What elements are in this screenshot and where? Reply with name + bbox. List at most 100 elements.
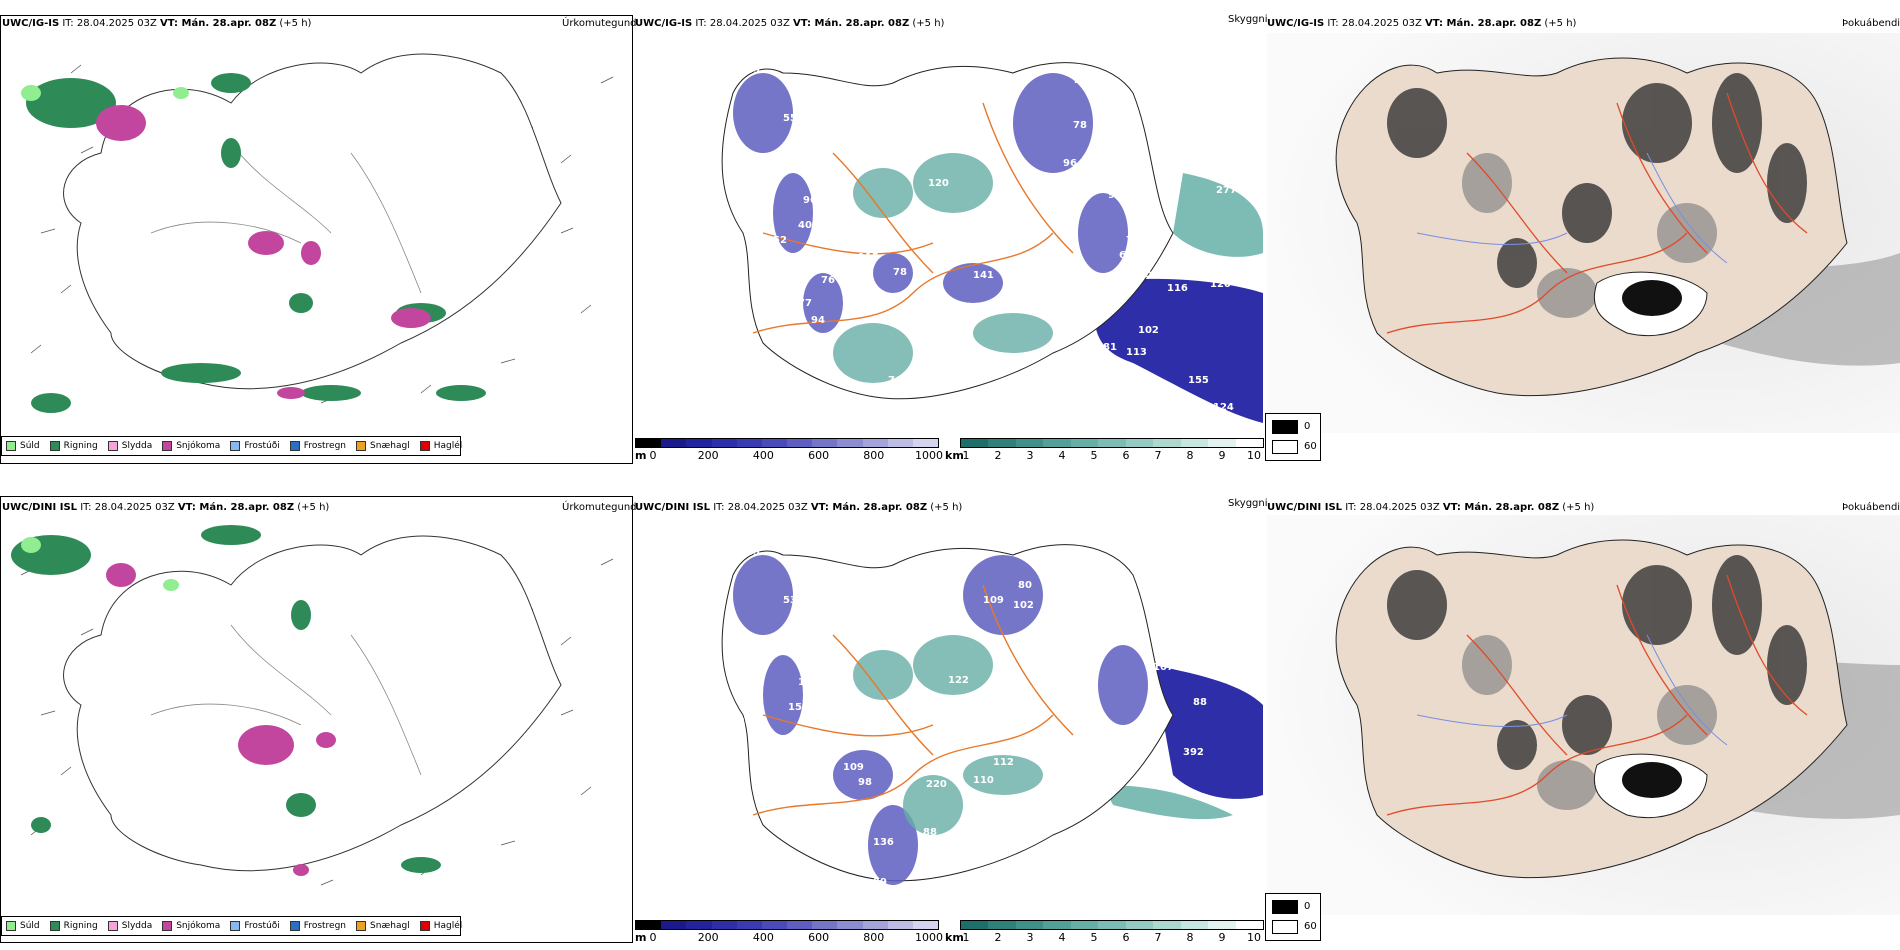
cloud-base-label: 76 bbox=[821, 275, 835, 286]
legend-item-snaehagl: Snæhagl bbox=[356, 441, 410, 451]
colorbar-swatch bbox=[686, 921, 712, 929]
colorbar-swatch bbox=[1153, 921, 1181, 929]
cloud-base-label: 81 bbox=[1103, 342, 1117, 353]
row2-header: UWC/DINI ISL IT: 28.04.2025 03Z VT: Mán.… bbox=[2, 502, 330, 513]
legend-item-rigning: Rigning bbox=[49, 921, 98, 931]
row2-cloud-map: 85 53 54 160 15 68 253 97 109 98 57 220 136 99 88 122 10… bbox=[721, 544, 1263, 888]
legend-item-slydda: Slydda bbox=[107, 441, 152, 451]
colorbar-tick: 600 bbox=[808, 449, 830, 462]
colorbar-tick: 4 bbox=[1058, 449, 1066, 462]
legend-item-suld: Súld bbox=[6, 441, 40, 451]
cloud-base-label: 94 bbox=[811, 315, 825, 326]
colorbar-swatch bbox=[912, 921, 939, 929]
colorbar-swatch bbox=[837, 439, 863, 447]
colorbar-swatch bbox=[1208, 921, 1236, 929]
colorbar-tick: 2 bbox=[994, 931, 1002, 944]
cloud-base-label: 107 bbox=[1153, 662, 1174, 673]
colorbar-tick: 200 bbox=[697, 931, 719, 944]
colorbar-swatch bbox=[988, 439, 1016, 447]
cloud-base-label: 68 bbox=[738, 717, 752, 728]
cloud-base-label: 99 bbox=[873, 877, 887, 888]
cloud-base-label: 78 bbox=[893, 267, 907, 278]
legend-item-haglel: Haglél bbox=[419, 441, 462, 451]
legend-item-frostudi: Frostúði bbox=[230, 441, 280, 451]
colorbar-swatch bbox=[1125, 439, 1154, 447]
row2-cloud-header: UWC/DINI ISL IT: 28.04.2025 03Z VT: Mán.… bbox=[635, 502, 963, 513]
colorbar-tick: 1 bbox=[962, 931, 970, 944]
colorbar-swatch bbox=[1043, 439, 1071, 447]
cloud-base-label: 112 bbox=[1173, 398, 1194, 409]
colorbar-swatch bbox=[862, 439, 888, 447]
cloud-base-label: 108 bbox=[1103, 175, 1124, 186]
cloud-base-label: 79 bbox=[1088, 345, 1102, 356]
cloud-base-label: 113 bbox=[1126, 347, 1147, 358]
row1-height-unit: m bbox=[635, 449, 647, 462]
cloud-base-label: 85 bbox=[746, 547, 760, 558]
row1-precip-frame bbox=[0, 15, 633, 464]
colorbar-swatch bbox=[711, 439, 737, 447]
colorbar-swatch bbox=[761, 439, 788, 447]
row1-cloud-title: Skyggni bbox=[1228, 14, 1268, 25]
colorbar-swatch bbox=[1043, 921, 1071, 929]
colorbar-swatch bbox=[711, 921, 737, 929]
colorbar-tick: 10 bbox=[1247, 449, 1261, 462]
cloud-base-label: 88 bbox=[1193, 697, 1207, 708]
cloud-base-label: 98 bbox=[1108, 190, 1122, 201]
colorbar-swatch bbox=[812, 921, 838, 929]
colorbar-swatch bbox=[1180, 921, 1209, 929]
colorbar-swatch bbox=[1070, 921, 1099, 929]
row1-vis-colorbar bbox=[960, 438, 1264, 448]
colorbar-swatch bbox=[636, 921, 662, 929]
colorbar-tick: 7 bbox=[1154, 931, 1162, 944]
colorbar-tick: 1 bbox=[962, 449, 970, 462]
cloud-base-label: 116 bbox=[1167, 283, 1188, 294]
colorbar-tick: 6 bbox=[1122, 931, 1130, 944]
colorbar-swatch bbox=[862, 921, 888, 929]
legend-item-rigning: Rigning bbox=[49, 441, 98, 451]
cloud-base-label: 74 bbox=[888, 375, 902, 386]
row1-model: UWC/IG-IS bbox=[2, 18, 60, 29]
legend-item-snjokoma: Snjókoma bbox=[162, 441, 220, 451]
row2-precip-legend: Súld Rigning Slydda Snjókoma Frostúði Fr… bbox=[1, 916, 462, 936]
cloud-base-label: 392 bbox=[1183, 747, 1204, 758]
cloud-base-label: 109 bbox=[843, 762, 864, 773]
row1-header: UWC/IG-IS IT: 28.04.2025 03Z VT: Mán. 28… bbox=[2, 18, 312, 29]
row2-height-unit: m bbox=[635, 931, 647, 944]
row1-fog-map bbox=[1267, 33, 1900, 433]
row1-precip-legend: Súld Rigning Slydda Snjókoma Frostúði Fr… bbox=[1, 436, 462, 456]
colorbar-tick: 8 bbox=[1186, 449, 1194, 462]
row1-cloud-header: UWC/IG-IS IT: 28.04.2025 03Z VT: Mán. 28… bbox=[635, 18, 945, 29]
cloud-base-label: 98 bbox=[858, 777, 872, 788]
row1-fog-title: Þokuábendi bbox=[1842, 18, 1900, 29]
cloud-base-label: 78 bbox=[1073, 120, 1087, 131]
cloud-base-label: 136 bbox=[873, 837, 894, 848]
colorbar-tick: 1000 bbox=[915, 449, 943, 462]
row2-model: UWC/DINI ISL bbox=[2, 502, 78, 513]
row1-fog-header: UWC/IG-IS IT: 28.04.2025 03Z VT: Mán. 28… bbox=[1267, 18, 1577, 29]
cloud-base-label: 52 bbox=[773, 235, 787, 246]
cloud-base-label: 77 bbox=[798, 298, 812, 309]
colorbar-swatch bbox=[787, 921, 813, 929]
row2-precip-frame bbox=[0, 496, 633, 943]
colorbar-tick: 8 bbox=[1186, 931, 1194, 944]
colorbar-tick: 0 bbox=[649, 449, 657, 462]
legend-item-frostudi: Frostúði bbox=[230, 921, 280, 931]
cloud-base-label: 96 bbox=[1063, 158, 1077, 169]
colorbar-swatch bbox=[1235, 921, 1263, 929]
cloud-base-label: 74 bbox=[1073, 75, 1087, 86]
cloud-base-label: 96 bbox=[803, 195, 817, 206]
cloud-base-label: 120 bbox=[928, 178, 949, 189]
colorbar-swatch bbox=[736, 439, 762, 447]
colorbar-swatch bbox=[837, 921, 863, 929]
colorbar-tick: 200 bbox=[697, 449, 719, 462]
colorbar-swatch bbox=[1180, 439, 1209, 447]
cloud-base-label: 62 bbox=[1119, 250, 1133, 261]
colorbar-tick: 1000 bbox=[915, 931, 943, 944]
cloud-base-label: 277 bbox=[1216, 185, 1237, 196]
row1-fog-legend: 0 60 bbox=[1265, 413, 1321, 461]
row2-vis-colorbar bbox=[960, 920, 1264, 930]
cloud-base-label: 253 bbox=[868, 737, 889, 748]
cloud-base-label: 408 bbox=[798, 220, 819, 231]
row2-precip-title: Úrkomutegund bbox=[562, 502, 637, 513]
colorbar-tick: 7 bbox=[1154, 449, 1162, 462]
